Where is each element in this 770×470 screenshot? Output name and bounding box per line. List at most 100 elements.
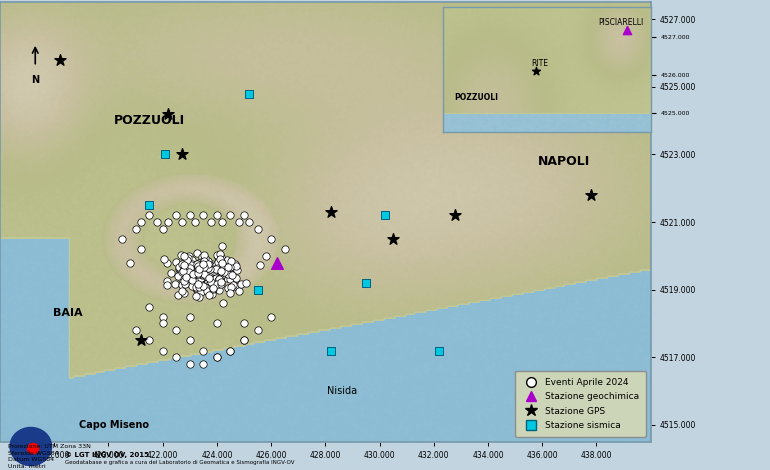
Point bbox=[207, 287, 219, 294]
Point bbox=[231, 266, 243, 274]
Point bbox=[202, 268, 214, 275]
Point bbox=[199, 266, 211, 274]
Point bbox=[201, 266, 213, 274]
Point bbox=[253, 261, 266, 268]
Point bbox=[214, 275, 226, 283]
Point bbox=[189, 273, 202, 280]
Point bbox=[210, 281, 223, 288]
Point bbox=[210, 266, 223, 273]
Point bbox=[214, 257, 226, 265]
Point bbox=[184, 265, 196, 273]
Point bbox=[190, 284, 203, 291]
Point bbox=[198, 256, 210, 263]
Text: PISCIARELLI: PISCIARELLI bbox=[598, 18, 644, 27]
Point bbox=[196, 258, 208, 266]
Point bbox=[179, 277, 191, 285]
Point bbox=[116, 235, 128, 243]
Point bbox=[186, 276, 198, 283]
Point bbox=[214, 271, 226, 279]
Point bbox=[177, 266, 189, 273]
Point bbox=[204, 281, 216, 289]
Point bbox=[165, 270, 177, 277]
Point bbox=[218, 269, 230, 276]
Point bbox=[215, 278, 227, 286]
Point bbox=[216, 265, 228, 273]
Point bbox=[220, 263, 233, 271]
Point bbox=[183, 276, 196, 283]
Point bbox=[210, 266, 223, 273]
Point bbox=[179, 275, 191, 282]
Point bbox=[196, 271, 208, 279]
Point bbox=[159, 151, 172, 158]
Point bbox=[204, 275, 216, 282]
Point bbox=[186, 260, 198, 268]
Point bbox=[143, 337, 156, 344]
Point bbox=[195, 288, 207, 296]
Point bbox=[212, 258, 224, 266]
Point bbox=[200, 256, 213, 263]
Point bbox=[190, 287, 203, 294]
Point bbox=[174, 271, 186, 278]
Point bbox=[222, 270, 234, 278]
Text: RITE: RITE bbox=[531, 59, 548, 68]
Point bbox=[187, 270, 199, 277]
Point bbox=[198, 264, 210, 271]
Point bbox=[182, 268, 194, 275]
Point bbox=[192, 271, 205, 279]
Point bbox=[182, 271, 194, 279]
Circle shape bbox=[28, 444, 38, 454]
Point bbox=[192, 293, 205, 300]
Point bbox=[229, 261, 241, 268]
Point bbox=[213, 275, 225, 283]
Point bbox=[195, 274, 207, 281]
Point bbox=[199, 272, 212, 280]
Point bbox=[156, 320, 169, 327]
Point bbox=[203, 276, 216, 284]
Point bbox=[199, 281, 211, 288]
Point bbox=[203, 279, 215, 287]
Point bbox=[279, 245, 291, 253]
Point bbox=[173, 263, 186, 270]
Point bbox=[213, 275, 225, 283]
Point bbox=[183, 313, 196, 321]
Point bbox=[203, 274, 215, 282]
Point bbox=[195, 263, 207, 271]
Point bbox=[186, 272, 199, 279]
Point bbox=[224, 347, 236, 354]
Point bbox=[204, 263, 216, 271]
Point bbox=[230, 262, 243, 269]
Point bbox=[213, 281, 225, 288]
Point bbox=[190, 283, 203, 290]
Point bbox=[213, 264, 225, 271]
Point bbox=[195, 280, 207, 288]
Point bbox=[183, 252, 196, 260]
Point bbox=[360, 279, 372, 287]
Point bbox=[198, 263, 210, 271]
Point bbox=[207, 285, 219, 292]
Point bbox=[251, 286, 263, 293]
Point bbox=[206, 268, 218, 275]
Point bbox=[129, 225, 142, 233]
Point bbox=[202, 260, 214, 268]
Point bbox=[200, 268, 213, 275]
Point bbox=[189, 264, 201, 272]
Point bbox=[178, 261, 190, 268]
Point bbox=[170, 327, 182, 334]
Point bbox=[189, 269, 201, 276]
Point bbox=[211, 353, 223, 361]
Text: Geodatabase e grafica a cura del Laboratorio di Geomatica e Sismografia INGV-OV: Geodatabase e grafica a cura del Laborat… bbox=[65, 460, 295, 465]
Point bbox=[189, 219, 201, 226]
Point bbox=[205, 279, 217, 286]
Point bbox=[211, 212, 223, 219]
Point bbox=[233, 219, 245, 226]
Point bbox=[198, 264, 210, 271]
Point bbox=[189, 275, 201, 282]
Point bbox=[175, 251, 187, 259]
Text: NAPOLI: NAPOLI bbox=[537, 155, 590, 168]
Point bbox=[207, 265, 219, 273]
Point bbox=[183, 274, 196, 282]
Point bbox=[189, 292, 202, 300]
Point bbox=[221, 256, 233, 264]
Point bbox=[225, 258, 237, 265]
Point bbox=[182, 254, 195, 262]
